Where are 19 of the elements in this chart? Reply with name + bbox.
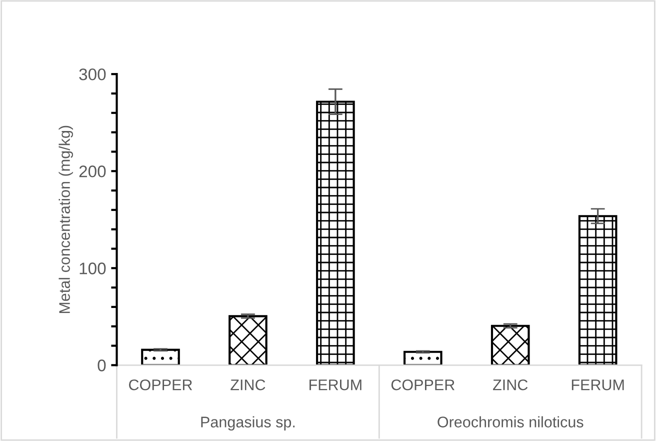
x-tick-label: COPPER xyxy=(129,379,192,390)
bar xyxy=(490,324,530,366)
x-tick-label: FERUM xyxy=(310,380,362,390)
y-tick-label: 0 xyxy=(98,360,106,372)
text: Oreochromis niloticus xyxy=(438,416,584,428)
bar xyxy=(228,315,268,366)
x-tick-label: ZINC xyxy=(230,379,266,390)
x-tick-label: COPPER xyxy=(391,379,454,390)
text: Pangasius sp. xyxy=(201,416,295,430)
bar xyxy=(316,100,355,366)
y-tick-label: 100 xyxy=(80,262,106,274)
y-tick-label: 200 xyxy=(79,166,106,178)
bar xyxy=(403,350,442,366)
y-axis-title: Metal concentration (mg/kg) xyxy=(58,126,73,314)
bar xyxy=(578,215,618,366)
x-tick-label: ZINC xyxy=(493,379,528,390)
bar xyxy=(141,348,180,366)
y-tick-label: 300 xyxy=(79,68,106,80)
x-tick-label: FERUM xyxy=(572,380,624,390)
